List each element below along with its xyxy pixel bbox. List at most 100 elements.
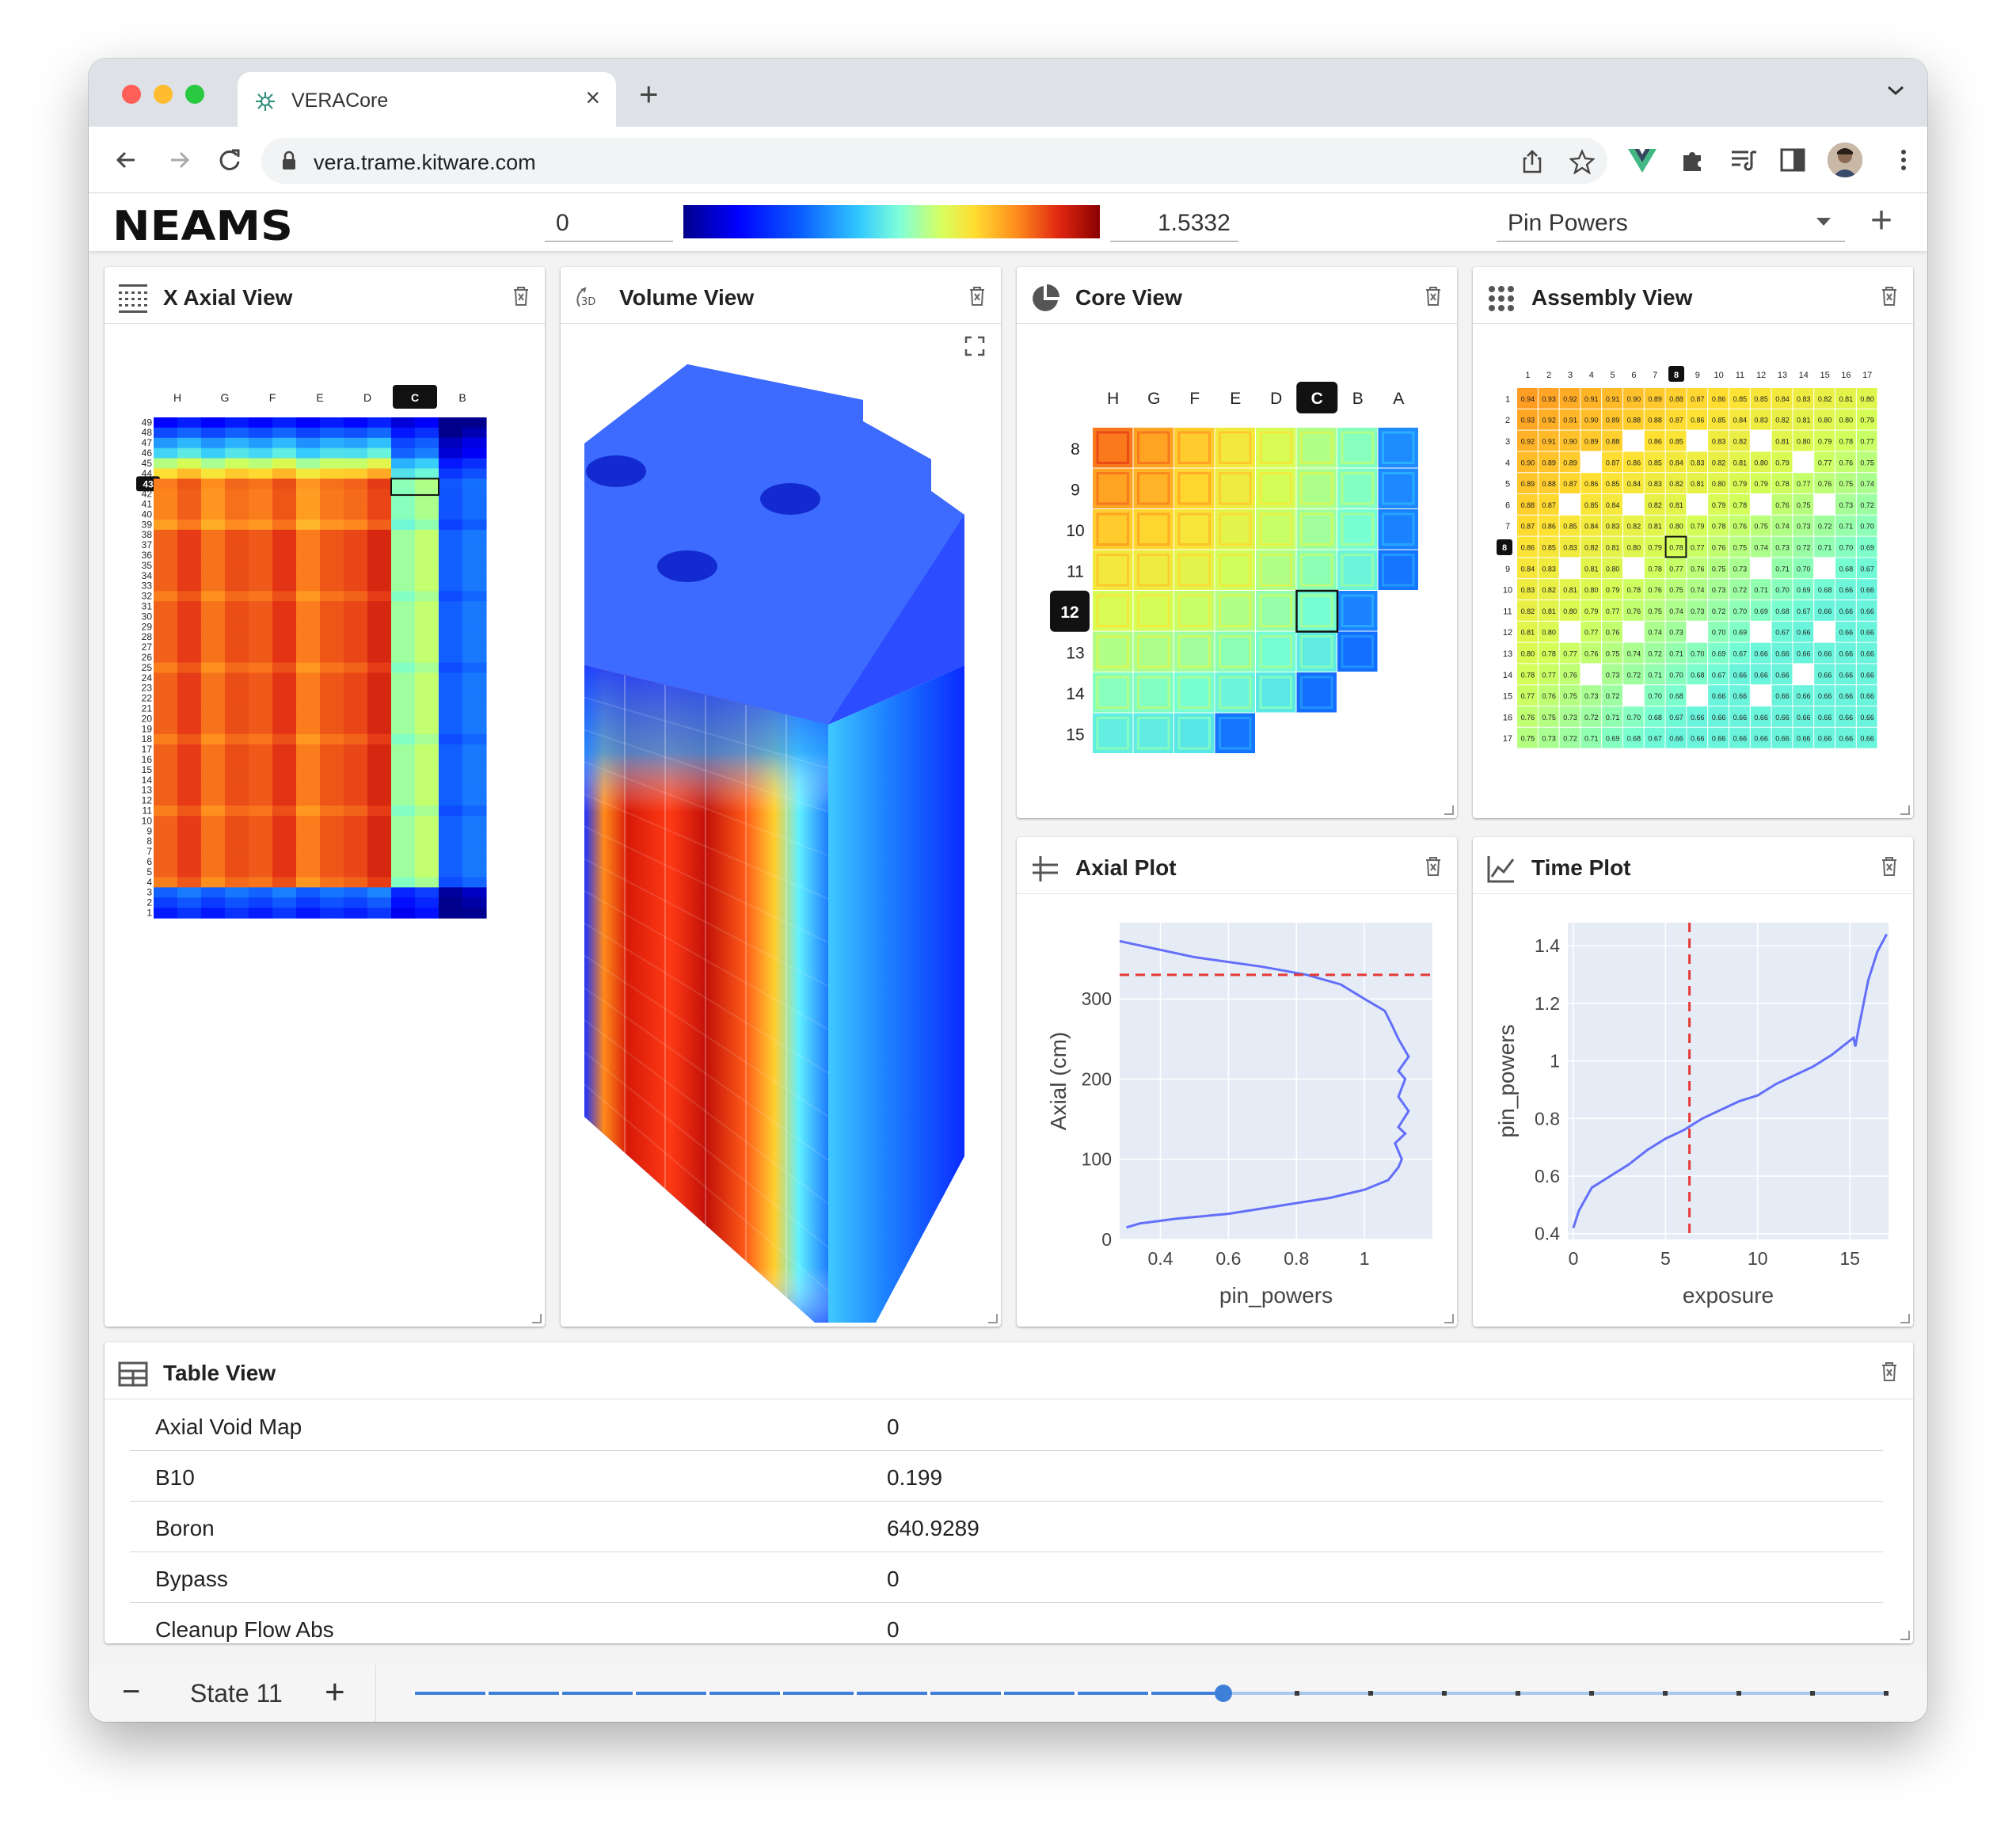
- delete-icon[interactable]: [968, 286, 987, 306]
- pin-value: 0.73: [1712, 586, 1726, 594]
- color-range-min-input[interactable]: 0: [545, 204, 673, 242]
- profile-avatar[interactable]: [1828, 143, 1862, 177]
- pin-cell: [1623, 473, 1644, 493]
- heatmap-cell: [201, 816, 226, 827]
- heatmap-cell: [296, 672, 321, 683]
- heatmap-cell: [249, 897, 273, 908]
- variable-select[interactable]: Pin Powers: [1497, 204, 1845, 242]
- heatmap-cell: [154, 683, 178, 694]
- next-state-button[interactable]: +: [325, 1673, 345, 1711]
- delete-icon[interactable]: [1880, 286, 1899, 306]
- chevron-down-icon[interactable]: [1886, 82, 1905, 98]
- heatmap-cell: [154, 805, 178, 817]
- side-panel-icon[interactable]: [1777, 144, 1809, 176]
- resize-handle[interactable]: [988, 1314, 998, 1323]
- address-bar[interactable]: vera.trame.kitware.com: [261, 138, 1607, 184]
- resize-handle[interactable]: [1900, 805, 1910, 815]
- heatmap-cell: [415, 805, 439, 817]
- row-label: 14: [1503, 671, 1512, 680]
- heatmap-cell: [201, 520, 226, 531]
- heatmap-cell: [439, 622, 463, 633]
- maximize-window-button[interactable]: [185, 85, 204, 104]
- browser-tab[interactable]: VERACore ×: [238, 72, 616, 127]
- heatmap-cell: [367, 672, 392, 683]
- bookmark-star-icon[interactable]: [1569, 149, 1595, 174]
- forward-icon[interactable]: [162, 143, 196, 177]
- heatmap-cell: [201, 550, 226, 562]
- resize-handle[interactable]: [1900, 1314, 1910, 1323]
- heatmap-cell: [344, 417, 368, 428]
- heatmap-cell: [439, 703, 463, 714]
- pin-cell: [1729, 621, 1750, 642]
- x-axial-heatmap[interactable]: H G F E D C B494847464544434241403938373635343…: [105, 325, 545, 1323]
- pin-cell: [1602, 685, 1622, 706]
- previous-state-button[interactable]: −: [122, 1674, 141, 1709]
- extensions-icon[interactable]: [1677, 144, 1709, 176]
- resize-handle[interactable]: [1900, 1631, 1910, 1640]
- resize-handle[interactable]: [1444, 1314, 1454, 1323]
- delete-icon[interactable]: [1880, 856, 1899, 877]
- fullscreen-icon[interactable]: [964, 336, 985, 356]
- volume-render[interactable]: [561, 325, 1001, 1327]
- volume-grid-line: [584, 825, 829, 943]
- heatmap-cell: [177, 509, 202, 520]
- pin-cell: [1623, 536, 1644, 558]
- reload-icon[interactable]: [212, 143, 247, 177]
- core-assembly-cell: [1174, 591, 1215, 631]
- color-range-max-input[interactable]: 1.5332: [1110, 204, 1238, 242]
- core-assembly-pattern: [1219, 431, 1252, 464]
- row-label: 45: [142, 458, 153, 469]
- slider-tick: [706, 1691, 709, 1696]
- heatmap-cell: [296, 846, 321, 858]
- slider-thumb: [1215, 1685, 1232, 1702]
- share-icon[interactable]: [1520, 149, 1544, 174]
- column-label: 7: [1653, 371, 1657, 380]
- row-label: 28: [142, 631, 153, 642]
- heatmap-cell: [296, 764, 321, 776]
- row-label: 24: [142, 672, 153, 683]
- state-slider[interactable]: [397, 1677, 1910, 1709]
- pin-cell: [1517, 579, 1538, 600]
- close-window-button[interactable]: [122, 85, 141, 104]
- back-icon[interactable]: [109, 143, 144, 177]
- pin-cell: [1644, 621, 1665, 642]
- heatmap-cell: [462, 560, 487, 572]
- pin-cell: [1793, 621, 1814, 642]
- pin-cell: [1793, 409, 1814, 430]
- delete-icon[interactable]: [1424, 856, 1443, 877]
- media-queue-icon[interactable]: [1728, 144, 1759, 176]
- heatmap-cell: [439, 499, 463, 510]
- pin-value: 0.89: [1542, 459, 1556, 466]
- delete-icon[interactable]: [1880, 1361, 1899, 1382]
- heatmap-cell: [201, 795, 226, 806]
- pin-cell: [1771, 409, 1793, 430]
- heatmap-cell: [177, 520, 202, 531]
- pin-cell: [1517, 536, 1538, 558]
- close-tab-icon[interactable]: ×: [585, 83, 600, 112]
- add-view-button[interactable]: +: [1870, 200, 1893, 242]
- minimize-window-button[interactable]: [154, 85, 173, 104]
- resize-handle[interactable]: [1444, 805, 1454, 815]
- pin-value: 0.75: [1839, 480, 1854, 488]
- pin-value: 0.72: [1797, 544, 1811, 552]
- pin-cell: [1835, 388, 1856, 409]
- pin-value: 0.81: [1691, 480, 1705, 488]
- resize-handle[interactable]: [532, 1314, 542, 1323]
- vue-devtools-icon[interactable]: [1626, 144, 1658, 176]
- browser-menu-icon[interactable]: [1888, 144, 1919, 176]
- pin-cell: [1602, 600, 1622, 621]
- pin-value: 0.70: [1669, 671, 1683, 679]
- delete-icon[interactable]: [1424, 286, 1443, 306]
- heatmap-cell: [272, 591, 297, 602]
- row-label: 11: [1067, 562, 1084, 581]
- new-tab-button[interactable]: +: [639, 75, 659, 112]
- assembly-map[interactable]: 1 2 3 4 5 6 7 8 9 10 11 12 13 14 15 16 171 0.94 0.93 0.92 0.…: [1473, 325, 1913, 816]
- pin-cell: [1708, 430, 1729, 451]
- pin-value: 0.81: [1839, 395, 1854, 403]
- core-assembly-pattern: [1219, 472, 1252, 505]
- heatmap-cell: [367, 417, 392, 428]
- delete-icon[interactable]: [512, 286, 531, 306]
